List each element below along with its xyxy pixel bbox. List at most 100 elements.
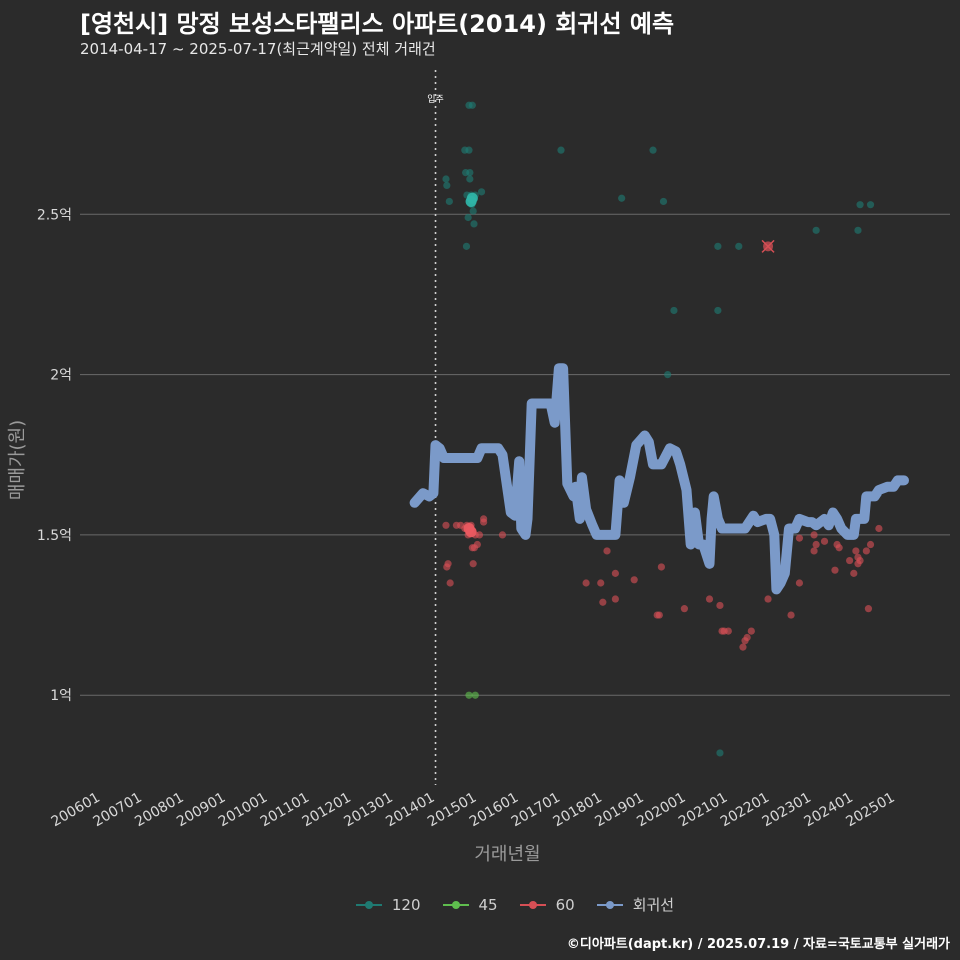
data-point [498, 531, 507, 539]
data-point [875, 524, 883, 533]
data-point [850, 569, 858, 577]
data-point [611, 595, 619, 603]
source-caption: ©디아파트(dapt.kr) / 2025.07.19 / 자료=국토교통부 실… [566, 937, 950, 952]
y-tick-label: 2.5억 [37, 207, 72, 223]
highlight-point [465, 526, 477, 538]
move-in-label: 입주 [427, 93, 444, 105]
data-point [466, 169, 474, 177]
data-point [866, 540, 875, 549]
data-point [735, 242, 743, 250]
x-axis-title: 거래년월 [474, 844, 541, 865]
legend-item: 45 [442, 895, 498, 914]
highlight-cross [761, 239, 775, 253]
data-point [724, 627, 732, 635]
data-point [810, 531, 818, 539]
y-tick-label: 2억 [50, 368, 72, 384]
legend-key-icon [355, 898, 382, 912]
data-point [618, 194, 626, 202]
data-point [444, 560, 452, 568]
data-point [597, 579, 605, 587]
trend-line [409, 363, 909, 595]
data-point [716, 601, 724, 610]
legend-label: 60 [555, 895, 575, 914]
data-point [714, 242, 722, 250]
y-tick-label: 1억 [50, 688, 72, 704]
data-point [664, 370, 672, 379]
data-point [657, 563, 665, 571]
data-point [714, 306, 722, 315]
data-point [862, 547, 870, 555]
data-point [864, 605, 873, 613]
data-point [611, 569, 619, 577]
data-point [835, 544, 843, 552]
legend-key-icon [596, 898, 623, 912]
data-point [442, 175, 450, 183]
data-point [680, 605, 688, 613]
trend-line-path [409, 363, 909, 595]
legend-item: 120 [355, 895, 421, 914]
legend-label: 회귀선 [632, 896, 675, 914]
data-point [465, 691, 473, 699]
data-point [743, 633, 751, 642]
data-point [854, 226, 862, 234]
data-point [464, 213, 472, 222]
legend-key-icon [442, 898, 469, 912]
grid-lines [80, 213, 950, 696]
data-point [705, 595, 714, 603]
data-point [446, 579, 454, 587]
data-point [469, 560, 477, 568]
y-axis-title-wrap: 매매가(원) [4, 420, 28, 500]
data-point [846, 556, 854, 565]
data-point [468, 101, 476, 109]
data-point [659, 197, 668, 206]
data-point [465, 146, 473, 154]
data-point [462, 242, 471, 250]
data-point [856, 201, 864, 209]
data-point [630, 576, 638, 584]
data-point [603, 547, 611, 555]
data-point [480, 518, 488, 526]
data-point [810, 547, 818, 555]
data-point [670, 306, 678, 315]
data-point [739, 643, 747, 651]
data-point [445, 197, 453, 206]
data-point [831, 566, 839, 574]
y-tick-label: 1.5억 [37, 528, 72, 544]
highlight-points [463, 192, 775, 538]
legend-key-icon [519, 898, 546, 912]
data-point [795, 579, 804, 587]
data-point [852, 547, 860, 555]
data-point [764, 595, 772, 603]
data-point [820, 537, 829, 545]
y-axis-title: 매매가(원) [7, 419, 28, 501]
legend: 120 45 60 회귀선 [0, 894, 960, 915]
legend-item: 회귀선 [596, 894, 675, 915]
move-in-marker: 입주 [427, 70, 444, 785]
data-points [442, 101, 883, 757]
data-point [475, 531, 484, 539]
data-point [442, 521, 450, 529]
data-point [599, 598, 607, 606]
data-point [471, 691, 479, 699]
data-point [470, 220, 478, 228]
x-tick-label: 202501 [843, 790, 897, 831]
data-point [469, 207, 477, 215]
legend-item: 60 [519, 895, 575, 914]
data-point [466, 175, 474, 183]
data-point [747, 627, 755, 635]
data-point [443, 181, 451, 190]
legend-label: 120 [391, 895, 421, 914]
data-point [866, 201, 875, 209]
data-point [655, 611, 663, 619]
legend-label: 45 [478, 895, 498, 914]
chart-title: [영천시] 망정 보성스타팰리스 아파트(2014) 회귀선 예측 [80, 10, 675, 38]
highlight-point [466, 192, 478, 204]
data-point [649, 146, 657, 154]
data-point [812, 226, 820, 234]
data-point [473, 540, 481, 549]
data-point [477, 188, 486, 196]
data-point [812, 540, 820, 549]
data-point [557, 146, 565, 154]
data-point [787, 611, 795, 619]
